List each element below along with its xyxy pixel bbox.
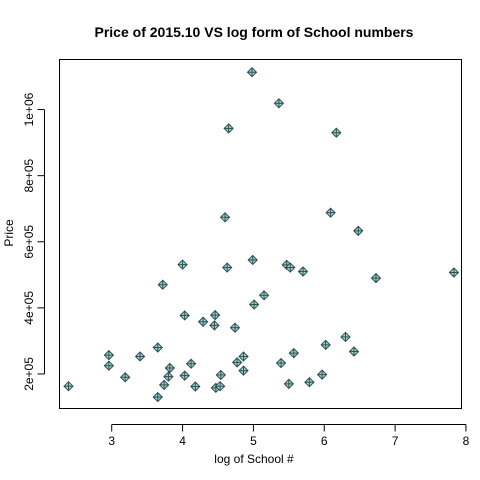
data-point: [177, 259, 188, 270]
data-point: [163, 371, 174, 382]
x-tick-label: 5: [250, 434, 257, 448]
data-points: [63, 67, 460, 403]
data-point: [223, 123, 234, 134]
data-point: [197, 316, 209, 327]
data-point: [190, 381, 201, 392]
data-point: [283, 378, 295, 390]
data-point: [370, 272, 382, 284]
data-point: [325, 207, 336, 218]
y-tick-label: 6e+05: [22, 225, 36, 259]
data-point: [209, 320, 220, 331]
data-point: [285, 262, 296, 273]
data-point: [179, 310, 190, 321]
data-point: [152, 342, 163, 353]
data-point: [152, 391, 163, 403]
data-point: [215, 369, 227, 381]
data-point: [134, 351, 146, 362]
data-point: [103, 349, 115, 361]
data-point: [164, 362, 176, 374]
data-point: [273, 98, 285, 109]
y-tick-label: 1e+06: [22, 92, 36, 126]
x-axis-label: log of School #: [214, 452, 294, 466]
data-point: [331, 127, 342, 138]
x-tick-label: 7: [392, 434, 399, 448]
data-point: [448, 267, 460, 278]
data-point: [158, 379, 170, 391]
x-tick-label: 8: [463, 434, 470, 448]
data-point: [248, 299, 260, 310]
y-tick-label: 8e+05: [22, 158, 36, 192]
data-point: [304, 377, 315, 388]
data-point: [288, 347, 300, 359]
x-tick-label: 4: [179, 434, 186, 448]
data-point: [258, 290, 270, 301]
data-point: [238, 351, 249, 362]
data-point: [238, 365, 249, 376]
x-tick-label: 6: [321, 434, 328, 448]
data-point: [348, 346, 360, 357]
data-point: [231, 357, 243, 368]
x-tick-label: 3: [108, 434, 115, 448]
data-point: [353, 225, 364, 237]
data-point: [179, 370, 190, 381]
data-point: [157, 279, 168, 290]
x-axis: 3 4 5 6 7 8: [108, 424, 470, 448]
data-point: [297, 266, 309, 277]
data-point: [247, 254, 258, 266]
data-point: [185, 358, 197, 369]
data-point: [103, 360, 115, 371]
data-point: [246, 67, 258, 78]
y-tick-label: 2e+05: [22, 357, 36, 391]
data-point: [320, 339, 331, 351]
plot-area: [59, 59, 462, 409]
data-point: [275, 357, 287, 369]
y-axis-label: Price: [2, 219, 16, 247]
data-point: [316, 369, 328, 380]
data-point: [63, 380, 74, 392]
data-point: [340, 331, 351, 343]
data-point: [229, 322, 241, 333]
data-point: [221, 262, 233, 273]
data-point: [209, 309, 221, 321]
y-tick-label: 4e+05: [22, 291, 36, 325]
data-point: [119, 372, 131, 383]
data-point: [214, 380, 226, 392]
chart-title: Price of 2015.10 VS log form of School n…: [95, 24, 414, 40]
data-point: [219, 212, 231, 223]
y-axis: 2e+05 4e+05 6e+05 8e+05 1e+06: [22, 92, 45, 391]
